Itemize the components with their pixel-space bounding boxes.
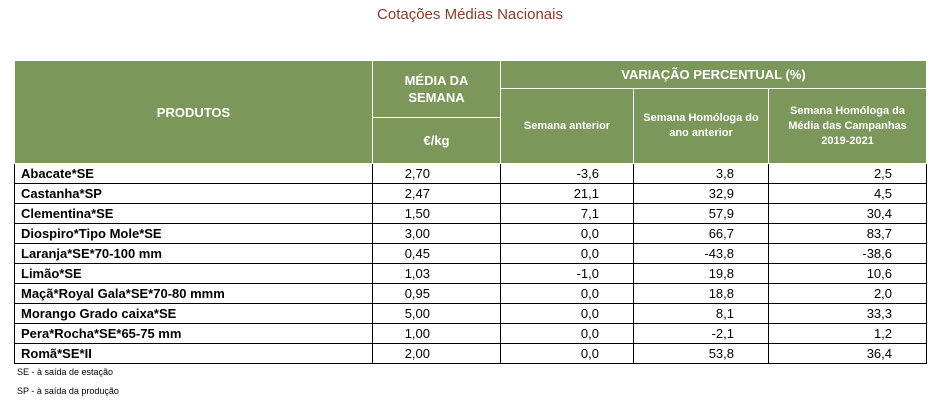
- cell-media: 3,00: [372, 223, 501, 244]
- cell-homologa-ano: 3,8: [633, 163, 769, 184]
- table-row: Limão*SE 1,03 -1,0 19,8 10,6: [14, 263, 928, 284]
- cell-homologa-media: 2,5: [767, 163, 928, 184]
- cell-produto: Abacate*SE: [14, 163, 373, 184]
- header-semana-homologa-media: Semana Homóloga da Média das Campanhas 2…: [767, 88, 928, 164]
- cell-media: 5,00: [372, 303, 501, 324]
- cell-media: 1,50: [372, 203, 501, 224]
- cell-homologa-media: 1,2: [767, 323, 928, 344]
- cell-homologa-media: 36,4: [767, 343, 928, 364]
- cell-semana-anterior: 0,0: [500, 343, 634, 364]
- cell-media: 1,00: [372, 323, 501, 344]
- cell-semana-anterior: 0,0: [500, 283, 634, 304]
- header-variacao-percentual: VARIAÇÃO PERCENTUAL (%): [499, 60, 928, 89]
- cell-homologa-ano: -2,1: [633, 323, 769, 344]
- table-row: Abacate*SE 2,70 -3,6 3,8 2,5: [14, 163, 928, 184]
- cell-homologa-media: 4,5: [767, 183, 928, 204]
- header-semana-anterior: Semana anterior: [500, 88, 634, 164]
- cell-homologa-ano: 57,9: [633, 203, 769, 224]
- cell-media: 2,70: [372, 163, 501, 184]
- header-media-semana: MÉDIA DA SEMANA: [372, 60, 501, 118]
- table-row: Castanha*SP 2,47 21,1 32,9 4,5: [14, 183, 928, 204]
- cell-homologa-media: 83,7: [767, 223, 928, 244]
- cell-homologa-ano: 18,8: [633, 283, 769, 304]
- header-produtos: PRODUTOS: [14, 60, 373, 164]
- cell-media: 2,47: [372, 183, 501, 204]
- cell-media: 1,03: [372, 263, 501, 284]
- header-unit: €/kg: [372, 117, 501, 164]
- cell-homologa-media: 2,0: [767, 283, 928, 304]
- cell-produto: Morango Grado caixa*SE: [14, 303, 373, 324]
- cell-homologa-media: 30,4: [767, 203, 928, 224]
- cell-produto: Romã*SE*II: [14, 343, 373, 364]
- cell-produto: Laranja*SE*70-100 mm: [14, 243, 373, 264]
- cell-semana-anterior: 0,0: [500, 303, 634, 324]
- table-row: Pera*Rocha*SE*65-75 mm 1,00 0,0 -2,1 1,2: [14, 323, 928, 344]
- price-table: PRODUTOS MÉDIA DA SEMANA VARIAÇÃO PERCEN…: [14, 60, 928, 364]
- cell-homologa-ano: -43,8: [633, 243, 769, 264]
- cell-produto: Maçã*Royal Gala*SE*70-80 mmm: [14, 283, 373, 304]
- cell-semana-anterior: 0,0: [500, 243, 634, 264]
- cell-media: 0,95: [372, 283, 501, 304]
- cell-produto: Limão*SE: [14, 263, 373, 284]
- cell-homologa-ano: 19,8: [633, 263, 769, 284]
- cell-semana-anterior: 21,1: [500, 183, 634, 204]
- table-row: Morango Grado caixa*SE 5,00 0,0 8,1 33,3: [14, 303, 928, 324]
- table-row: Romã*SE*II 2,00 0,0 53,8 36,4: [14, 343, 928, 364]
- cell-homologa-ano: 53,8: [633, 343, 769, 364]
- footnote-sp: SP - à saída da produção: [17, 386, 119, 396]
- table-row: Laranja*SE*70-100 mm 0,45 0,0 -43,8 -38,6: [14, 243, 928, 264]
- table-row: Clementina*SE 1,50 7,1 57,9 30,4: [14, 203, 928, 224]
- cell-produto: Pera*Rocha*SE*65-75 mm: [14, 323, 373, 344]
- cell-homologa-media: 33,3: [767, 303, 928, 324]
- cell-semana-anterior: -3,6: [500, 163, 634, 184]
- cell-produto: Clementina*SE: [14, 203, 373, 224]
- footnote-se: SE - à saída de estação: [17, 367, 114, 377]
- cell-homologa-ano: 8,1: [633, 303, 769, 324]
- table-row: Diospiro*Tipo Mole*SE 3,00 0,0 66,7 83,7: [14, 223, 928, 244]
- cell-media: 0,45: [372, 243, 501, 264]
- cell-homologa-ano: 66,7: [633, 223, 769, 244]
- header-semana-homologa: Semana Homóloga do ano anterior: [633, 88, 769, 164]
- table-row: Maçã*Royal Gala*SE*70-80 mmm 0,95 0,0 18,8 2…: [14, 283, 928, 304]
- cell-produto: Diospiro*Tipo Mole*SE: [14, 223, 373, 244]
- cell-media: 2,00: [372, 343, 501, 364]
- cell-semana-anterior: 0,0: [500, 323, 634, 344]
- cell-homologa-media: 10,6: [767, 263, 928, 284]
- cell-produto: Castanha*SP: [14, 183, 373, 204]
- cell-homologa-media: -38,6: [767, 243, 928, 264]
- cell-semana-anterior: 0,0: [500, 223, 634, 244]
- cell-homologa-ano: 32,9: [633, 183, 769, 204]
- cell-semana-anterior: -1,0: [500, 263, 634, 284]
- page-title: Cotações Médias Nacionais: [377, 6, 563, 23]
- cell-semana-anterior: 7,1: [500, 203, 634, 224]
